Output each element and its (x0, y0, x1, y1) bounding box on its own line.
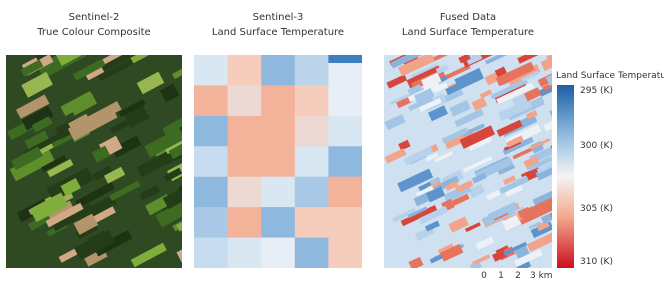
scale-label: 0 (481, 271, 487, 281)
lst-pixel (228, 55, 262, 86)
lst-pixel (328, 238, 362, 269)
lst-pixel (194, 55, 228, 86)
colorbar (557, 85, 574, 268)
lst-pixel (295, 116, 329, 147)
lst-pixel (261, 116, 295, 147)
lst-pixel (328, 116, 362, 147)
figure: Sentinel-2 True Colour Composite Sentine… (0, 0, 664, 282)
panel-subtitle: True Colour Composite (36, 27, 150, 38)
lst-pixel (261, 85, 295, 116)
colorbar-tick-label: 300 (K) (580, 141, 613, 151)
lst-pixel (194, 116, 228, 147)
lst-pixel (228, 146, 262, 177)
panel-title: Sentinel-2 (69, 12, 120, 23)
lst-pixel (328, 85, 362, 116)
lst-pixel (295, 238, 329, 269)
lst-pixel (261, 207, 295, 238)
lst-pixel (194, 146, 228, 177)
lst-pixel (328, 207, 362, 238)
lst-pixel (228, 85, 262, 116)
scale-label: 3 km (530, 271, 553, 281)
scale-label: 1 (498, 271, 504, 281)
panel-title: Sentinel-3 (253, 12, 304, 23)
panel-subtitle: Land Surface Temperature (212, 27, 344, 38)
lst-pixel (261, 177, 295, 208)
fused-patch (546, 47, 569, 63)
lst-pixel (261, 146, 295, 177)
lst-pixel (295, 146, 329, 177)
lst-pixel (328, 55, 362, 63)
lst-pixels (194, 55, 363, 269)
lst-pixel (194, 238, 228, 269)
lst-pixel (295, 55, 329, 86)
colorbar-tick-label: 305 (K) (580, 204, 613, 214)
colorbar-tick-label: 295 (K) (580, 86, 613, 96)
lst-pixel (194, 85, 228, 116)
scale-label: 2 (515, 271, 521, 281)
panel-title: Fused Data (440, 12, 496, 23)
lst-pixel (194, 207, 228, 238)
colorbar-tick-label: 310 (K) (580, 257, 613, 267)
lst-pixel (228, 177, 262, 208)
lst-pixel (295, 177, 329, 208)
colorbar-title: Land Surface Temperature (556, 71, 664, 81)
lst-pixel (228, 207, 262, 238)
lst-pixel (295, 207, 329, 238)
lst-pixel (261, 55, 295, 86)
lst-pixel (261, 238, 295, 269)
lst-pixel (194, 177, 228, 208)
lst-pixel (295, 85, 329, 116)
panel-subtitle: Land Surface Temperature (402, 27, 534, 38)
lst-pixel (328, 177, 362, 208)
lst-pixel (328, 146, 362, 177)
lst-pixel (228, 238, 262, 269)
lst-pixel (228, 116, 262, 147)
